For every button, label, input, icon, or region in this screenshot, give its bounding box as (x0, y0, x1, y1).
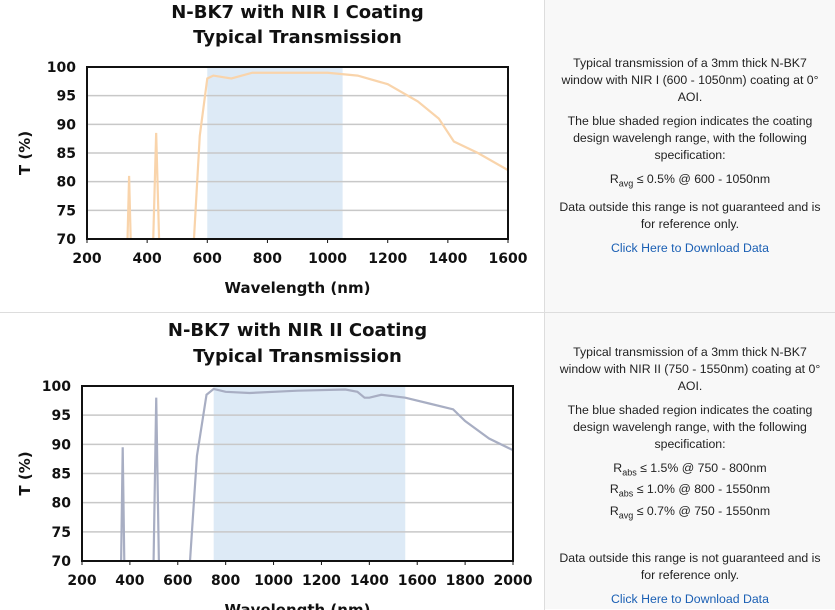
y-tick-label: 90 (57, 117, 77, 133)
spec-text: ≤ 0.5% @ 600 - 1050nm (636, 172, 771, 186)
x-tick-label: 1600 (489, 251, 528, 267)
spec-text: ≤ 1.0% @ 800 - 1550nm (636, 482, 771, 497)
spec-text: ≤ 0.7% @ 750 - 1550nm (636, 503, 771, 518)
x-tick-label: 1000 (308, 251, 347, 267)
y-axis-label: T (%) (16, 451, 34, 495)
y-tick-label: 85 (52, 467, 71, 483)
data-line (126, 71, 508, 239)
shading-note: The blue shaded region indicates the coa… (567, 114, 813, 162)
description: Typical transmission of a 3mm thick N-BK… (559, 345, 821, 393)
spec-subscript: avg (618, 178, 634, 189)
data-line (120, 387, 513, 561)
x-tick-label: 1400 (428, 251, 467, 267)
y-tick-label: 80 (57, 175, 77, 191)
spec-list: Ravg ≤ 0.5% @ 600 - 1050nm (551, 171, 829, 192)
plot-frame (86, 66, 509, 240)
info-panel: Typical transmission of a 3mm thick N-BK… (545, 0, 835, 312)
chart: N-BK7 with NIR II Coating Typical Transmi… (16, 313, 545, 610)
y-tick-label: 75 (52, 525, 71, 541)
chart-title: N-BK7 with NIR II Coating (168, 320, 427, 341)
spec-symbol: R (609, 503, 619, 518)
chart-subtitle: Typical Transmission (193, 346, 402, 367)
x-axis-label: Wavelength (nm) (225, 601, 371, 610)
x-tick-label: 400 (133, 251, 162, 267)
spec: Rabs ≤ 1.0% @ 800 - 1550nm (551, 481, 829, 502)
x-tick-label: 200 (67, 573, 96, 589)
spec-symbol: R (609, 172, 619, 186)
row: N-BK7 with NIR I Coating Typical Transmis… (16, 0, 835, 312)
row: N-BK7 with NIR II Coating Typical Transmi… (0, 312, 835, 610)
x-tick-label: 1600 (398, 573, 437, 589)
spec-subscript: abs (618, 488, 634, 499)
y-tick-label: 90 (52, 437, 72, 453)
y-tick-label: 95 (57, 89, 76, 105)
y-tick-label: 75 (57, 203, 76, 219)
download-link[interactable]: Click Here to Download Data (611, 241, 769, 256)
x-tick-label: 600 (163, 573, 192, 589)
y-tick-label: 85 (57, 146, 76, 162)
x-tick-label: 400 (115, 573, 144, 589)
y-tick-label: 70 (52, 554, 72, 570)
x-tick-label: 800 (211, 573, 240, 589)
y-tick-label: 100 (47, 60, 76, 76)
spec-text: ≤ 1.5% @ 750 - 800nm (640, 461, 767, 475)
chart: N-BK7 with NIR I Coating Typical Transmis… (16, 0, 545, 312)
y-tick-label: 95 (52, 408, 71, 424)
x-tick-label: 200 (72, 251, 101, 267)
spec-symbol: R (609, 482, 619, 497)
x-tick-label: 1800 (446, 573, 485, 589)
spec-subscript: abs (622, 467, 637, 478)
plot-frame (81, 385, 514, 562)
spec: Ravg ≤ 0.7% @ 750 - 1550nm (551, 503, 829, 524)
x-tick-label: 2000 (494, 573, 533, 589)
download-link[interactable]: Click Here to Download Data (611, 592, 769, 607)
disclaimer: Data outside this range is not guarantee… (559, 551, 821, 583)
x-tick-label: 800 (253, 251, 282, 267)
shading-note: The blue shaded region indicates the coa… (567, 403, 813, 451)
y-axis-label: T (%) (16, 131, 34, 175)
spec-symbol: R (613, 461, 623, 475)
disclaimer: Data outside this range is not guarantee… (559, 200, 821, 232)
y-tick-label: 100 (42, 379, 71, 395)
x-axis-label: Wavelength (nm) (225, 279, 371, 297)
x-tick-label: 1000 (254, 573, 293, 589)
x-tick-label: 1200 (302, 573, 341, 589)
y-tick-label: 70 (57, 232, 77, 248)
y-tick-label: 80 (52, 496, 72, 512)
x-tick-label: 600 (193, 251, 222, 267)
x-tick-label: 1200 (368, 251, 407, 267)
spec: Rabs ≤ 1.5% @ 750 - 800nm (551, 460, 829, 481)
chart-title: N-BK7 with NIR I Coating (171, 2, 424, 23)
spec-list: Rabs ≤ 1.5% @ 750 - 800nm Rabs ≤ 1.0% @ 8… (551, 460, 829, 524)
spec: Ravg ≤ 0.5% @ 600 - 1050nm (551, 171, 829, 192)
info-panel: Typical transmission of a 3mm thick N-BK… (545, 313, 835, 609)
description: Typical transmission of a 3mm thick N-BK… (561, 56, 819, 104)
spec-subscript: avg (618, 510, 634, 521)
x-tick-label: 1400 (350, 573, 389, 589)
chart-subtitle: Typical Transmission (193, 27, 402, 48)
